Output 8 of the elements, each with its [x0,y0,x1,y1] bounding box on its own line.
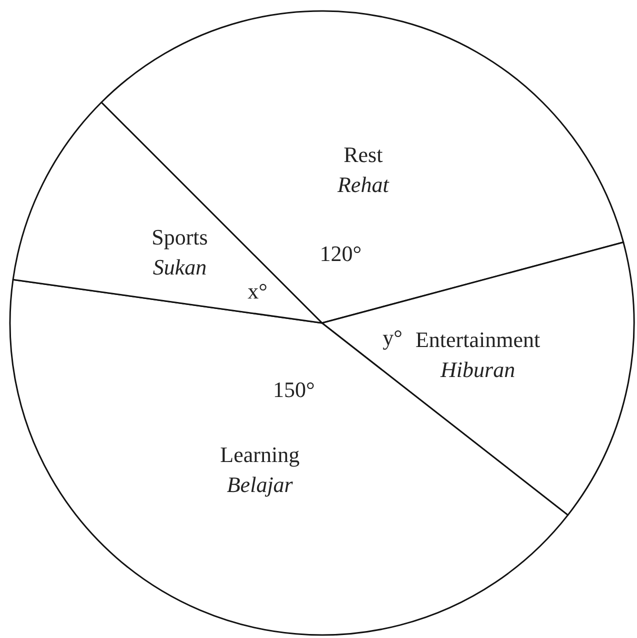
data-label: 120° [320,240,362,266]
slice-label: Entertainment Hiburan [415,327,540,382]
slice-label: Sports Sukan [152,224,208,280]
data-label: 150° [272,376,315,402]
data-label: y° [382,324,402,350]
data-label: x° [248,278,268,304]
slice-label: Learning Belajar [220,442,300,497]
slice-label: Rest Rehat [336,142,390,197]
